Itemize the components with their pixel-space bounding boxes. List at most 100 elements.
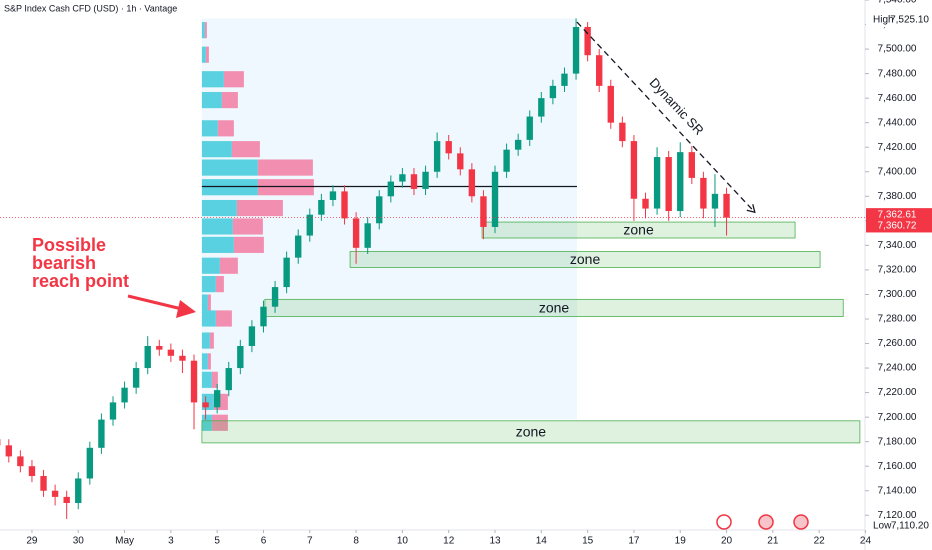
profile-bar-up xyxy=(201,353,208,370)
candle-body xyxy=(723,193,730,218)
profile-bar-up xyxy=(201,22,205,39)
candle-body xyxy=(248,326,256,346)
candle-body xyxy=(237,345,244,369)
x-tick-label: 6 xyxy=(261,536,267,547)
zone-label: zone xyxy=(623,222,654,238)
profile-bar-up xyxy=(201,310,216,327)
candle-body xyxy=(538,98,545,117)
zone-box xyxy=(201,420,861,444)
profile-bar-up xyxy=(201,92,222,109)
y-tick-label: 7,440.00 xyxy=(878,117,917,128)
profile-range xyxy=(201,18,577,420)
event-icons xyxy=(716,514,809,530)
y-tick-label: 7,140.00 xyxy=(878,485,917,496)
profile-bar-down xyxy=(219,257,238,274)
candle-body xyxy=(376,196,383,224)
background-layer xyxy=(201,18,577,431)
y-tick-label: 7,340.00 xyxy=(878,240,917,251)
profile-bar-down xyxy=(223,71,244,88)
profile-bar-up xyxy=(201,120,218,137)
profile-bar-up xyxy=(201,179,258,196)
x-tick-label: 21 xyxy=(767,536,779,547)
x-tick-label: 24 xyxy=(860,536,872,547)
candle-body xyxy=(341,191,348,219)
profile-bar-down xyxy=(233,236,264,253)
candle-body xyxy=(167,349,175,356)
profile-bar-up xyxy=(201,393,214,410)
candle-body xyxy=(387,181,395,197)
candle-body xyxy=(549,85,557,99)
price-box xyxy=(866,208,932,222)
profile-bar-down xyxy=(209,332,214,349)
profile-bar-up xyxy=(201,276,216,293)
candle-body xyxy=(86,447,94,479)
x-tick-label: 13 xyxy=(489,536,501,547)
y-tick-label: 7,420.00 xyxy=(878,142,917,153)
profile-bar-up xyxy=(201,294,208,311)
y-tick-label: 7,400.00 xyxy=(878,166,917,177)
y-tick-label: 7,380.00 xyxy=(878,191,917,202)
candle-body xyxy=(491,171,499,227)
profile-bar-down xyxy=(205,46,209,63)
profile-bar-down xyxy=(204,22,207,39)
x-tick-label: 22 xyxy=(814,536,826,547)
profile-bar-up xyxy=(201,414,212,431)
candle-body xyxy=(480,196,487,227)
candle-body xyxy=(318,199,325,215)
x-tick-label: 15 xyxy=(582,536,594,547)
candle-body xyxy=(503,149,510,172)
candle-body xyxy=(63,496,70,504)
x-tick-label: 20 xyxy=(721,536,733,547)
y-tick-label: 7,280.00 xyxy=(878,314,917,325)
candle-body xyxy=(468,169,476,197)
y-tick-label: 7,540.00 xyxy=(878,0,917,6)
y-tick-label: 7,200.00 xyxy=(878,412,917,423)
x-tick-label: May xyxy=(115,536,134,547)
candle-body xyxy=(677,152,684,212)
extreme-box xyxy=(866,519,932,533)
candle-body xyxy=(202,402,209,408)
y-tick-label: 7,120.00 xyxy=(878,510,917,521)
profile-bar-up xyxy=(201,332,210,349)
candle-body xyxy=(98,419,105,448)
event-icon xyxy=(758,514,774,530)
candle-body xyxy=(121,387,128,403)
candle-body xyxy=(295,235,302,258)
candle-body xyxy=(630,141,638,199)
extreme-box xyxy=(866,13,932,27)
x-tick-label: 29 xyxy=(26,536,38,547)
annotation-text: Possible xyxy=(32,235,106,255)
candle-body xyxy=(514,139,522,150)
profile-bar-up xyxy=(201,46,206,63)
candle-body xyxy=(109,402,117,420)
profile-bar-down xyxy=(257,159,313,176)
event-icon xyxy=(716,514,732,530)
extreme-name: High xyxy=(873,15,894,26)
profile-bar-down xyxy=(232,218,263,235)
zone-box xyxy=(349,251,821,268)
profile-bar-down xyxy=(211,414,228,431)
x-tick-label: 10 xyxy=(397,536,409,547)
trendline-arrow xyxy=(746,204,756,214)
zone-box xyxy=(481,221,796,239)
profile-bar-down xyxy=(231,141,260,158)
candle-body xyxy=(711,193,719,209)
price-label: 7,362.61 xyxy=(878,209,917,220)
extreme-name: Low xyxy=(873,521,892,532)
profile-bar-down xyxy=(215,276,224,293)
candle-body xyxy=(51,490,59,497)
annotation-arrowhead xyxy=(176,300,196,318)
x-tick-label: 3 xyxy=(168,536,174,547)
profile-bar-down xyxy=(207,353,211,370)
y-tick-label: 7,160.00 xyxy=(878,461,917,472)
zone-label: zone xyxy=(539,300,570,316)
profile-bar-down xyxy=(211,371,218,388)
x-tick-label: 14 xyxy=(536,536,548,547)
candle-body xyxy=(75,478,82,504)
y-tick-label: 7,500.00 xyxy=(878,44,917,55)
trendline xyxy=(576,21,756,213)
candle-body xyxy=(213,390,221,408)
candle-body xyxy=(700,177,707,209)
